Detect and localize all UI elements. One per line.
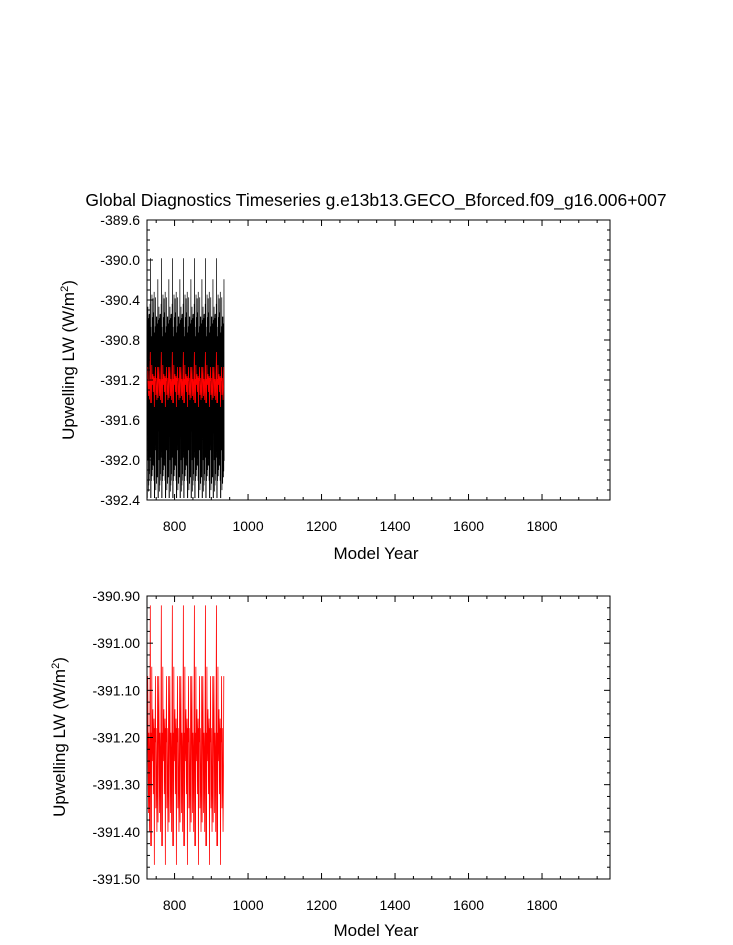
y-tick-label: -390.0 [100, 252, 140, 268]
y-tick-label: -392.4 [100, 492, 140, 508]
x-tick-label: 1200 [306, 518, 337, 534]
x-tick-label: 1000 [232, 518, 263, 534]
series-line-monthly [146, 258, 225, 499]
x-tick-label: 1400 [379, 518, 410, 534]
chart-title: Global Diagnostics Timeseries g.e13b13.G… [85, 190, 666, 211]
x-tick-label: 800 [163, 518, 187, 534]
top-plot-area [146, 258, 225, 499]
x-tick-label: 800 [163, 897, 187, 913]
y-tick-label: -390.90 [93, 588, 141, 604]
x-tick-label: 1800 [526, 518, 557, 534]
x-tick-label: 1200 [306, 897, 337, 913]
bottom-x-axis: 800 1000 1200 1400 1600 1800 [155, 596, 598, 913]
y-tick-label: -391.30 [93, 777, 141, 793]
y-tick-label: -391.6 [100, 412, 140, 428]
top-y-axis: -392.4 -392.0 -391.6 -391.2 -390.8 -390.4 -390… [100, 212, 610, 508]
y-tick-label: -390.4 [100, 292, 140, 308]
y-tick-label: -391.00 [93, 635, 141, 651]
x-tick-label: 1800 [526, 897, 557, 913]
x-tick-label: 1600 [453, 518, 484, 534]
x-tick-label: 1600 [453, 897, 484, 913]
bottom-x-axis-title: Model Year [333, 921, 418, 940]
y-tick-label: -391.10 [93, 682, 141, 698]
x-tick-label: 1000 [232, 897, 263, 913]
top-y-axis-title: Upwelling LW (W/m2) [59, 280, 78, 440]
series-line-annual [146, 351, 225, 408]
bottom-plot-area [146, 605, 225, 865]
y-tick-label: -392.0 [100, 452, 140, 468]
y-tick-label: -391.40 [93, 824, 141, 840]
top-x-axis: 800 1000 1200 1400 1600 1800 [155, 220, 598, 534]
x-tick-label: 1400 [379, 897, 410, 913]
y-tick-label: -389.6 [100, 212, 140, 228]
top-x-axis-title: Model Year [333, 544, 418, 563]
bottom-chart: 800 1000 1200 1400 1600 1800 -391.50-391.40-3… [50, 588, 611, 940]
y-tick-label: -391.20 [93, 730, 141, 746]
bottom-y-axis: -391.50 -391.40 -391.30 -391.20 -391.10 -391.… [93, 588, 610, 887]
series-line-annual [146, 605, 225, 865]
top-chart: Global Diagnostics Timeseries g.e13b13.G… [59, 190, 667, 563]
y-tick-label: -391.2 [100, 372, 140, 388]
y-tick-label: -390.8 [100, 332, 140, 348]
bottom-y-axis-title: Upwelling LW (W/m2) [50, 657, 69, 817]
y-tick-label: -391.50 [93, 871, 141, 887]
